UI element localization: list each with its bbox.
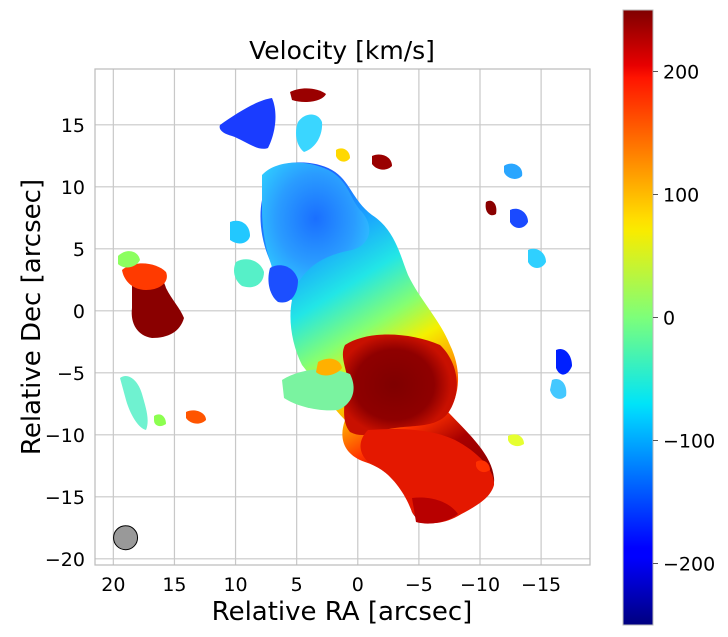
west-blue-patch-2 [556, 348, 572, 375]
colorbar [622, 9, 654, 626]
plot-frame [94, 68, 591, 566]
y-tick-label: 10 [61, 177, 85, 199]
south-speck-3 [476, 460, 490, 473]
east-red-edge [122, 263, 167, 290]
cyan-green-patch [234, 259, 264, 288]
chart-title: Velocity [km/s] [249, 36, 435, 65]
north-red-speck-2 [372, 154, 392, 170]
y-tick-label: 0 [73, 301, 85, 323]
blue-ring-patch [268, 265, 298, 303]
cyan-patch-north [296, 114, 323, 152]
east-green-fringe [118, 251, 140, 268]
x-tick-label: −15 [521, 574, 561, 596]
y-tick-label: −15 [45, 487, 85, 509]
y-tick-label: −20 [45, 549, 85, 571]
west-cyan-patch-2 [550, 378, 567, 399]
x-tick-label: 5 [291, 574, 303, 596]
yellow-speck [336, 148, 350, 162]
west-cyan-patch [528, 248, 546, 268]
north-red-speck [290, 88, 326, 102]
x-axis-ticks: 20 15 10 5 0 −5 −10 −15 [101, 574, 561, 596]
x-axis-label: Relative RA [arcsec] [212, 597, 473, 627]
colorbar-tick-label: −200 [663, 554, 715, 576]
west-blue-patch-1 [510, 208, 528, 228]
x-tick-label: 0 [352, 574, 364, 596]
colorbar-tick-label: 200 [663, 62, 699, 84]
y-axis-label: Relative Dec [arcsec] [17, 179, 47, 455]
y-tick-label: −5 [57, 363, 85, 385]
colorbar-tick-label: 100 [663, 185, 699, 207]
x-tick-label: 15 [162, 574, 186, 596]
y-tick-label: 15 [61, 115, 85, 137]
x-tick-label: 10 [223, 574, 247, 596]
x-tick-label: 20 [101, 574, 125, 596]
red-tail [360, 429, 495, 524]
y-tick-label: −10 [45, 425, 85, 447]
green-south-patch [282, 369, 354, 411]
east-cyan-patch [120, 375, 148, 430]
east-red-blob [131, 274, 184, 338]
redshifted-core [342, 334, 457, 436]
west-top-patch [504, 163, 523, 179]
yellow-orange-patch [316, 358, 342, 376]
red-tail-tip [412, 497, 458, 524]
x-tick-label: −10 [460, 574, 500, 596]
y-tick-label: 5 [73, 239, 85, 261]
south-speck-2 [508, 434, 524, 447]
south-speck-4 [154, 414, 166, 427]
colorbar-ticks: 200 100 0 −100 −200 [653, 62, 715, 576]
cyan-patch-west [230, 220, 250, 244]
beam-ellipse [113, 525, 139, 551]
y-axis-ticks: 15 10 5 0 −5 −10 −15 −20 [45, 115, 85, 571]
blueshifted-lobe [262, 162, 370, 288]
south-speck-1 [186, 410, 206, 424]
colorbar-tick-label: −100 [663, 431, 715, 453]
north-blue-patch [219, 98, 276, 149]
west-darkred-speck [485, 200, 497, 216]
x-tick-label: −5 [405, 574, 433, 596]
colorbar-tick-label: 0 [663, 308, 675, 330]
velocity-field [118, 88, 572, 524]
